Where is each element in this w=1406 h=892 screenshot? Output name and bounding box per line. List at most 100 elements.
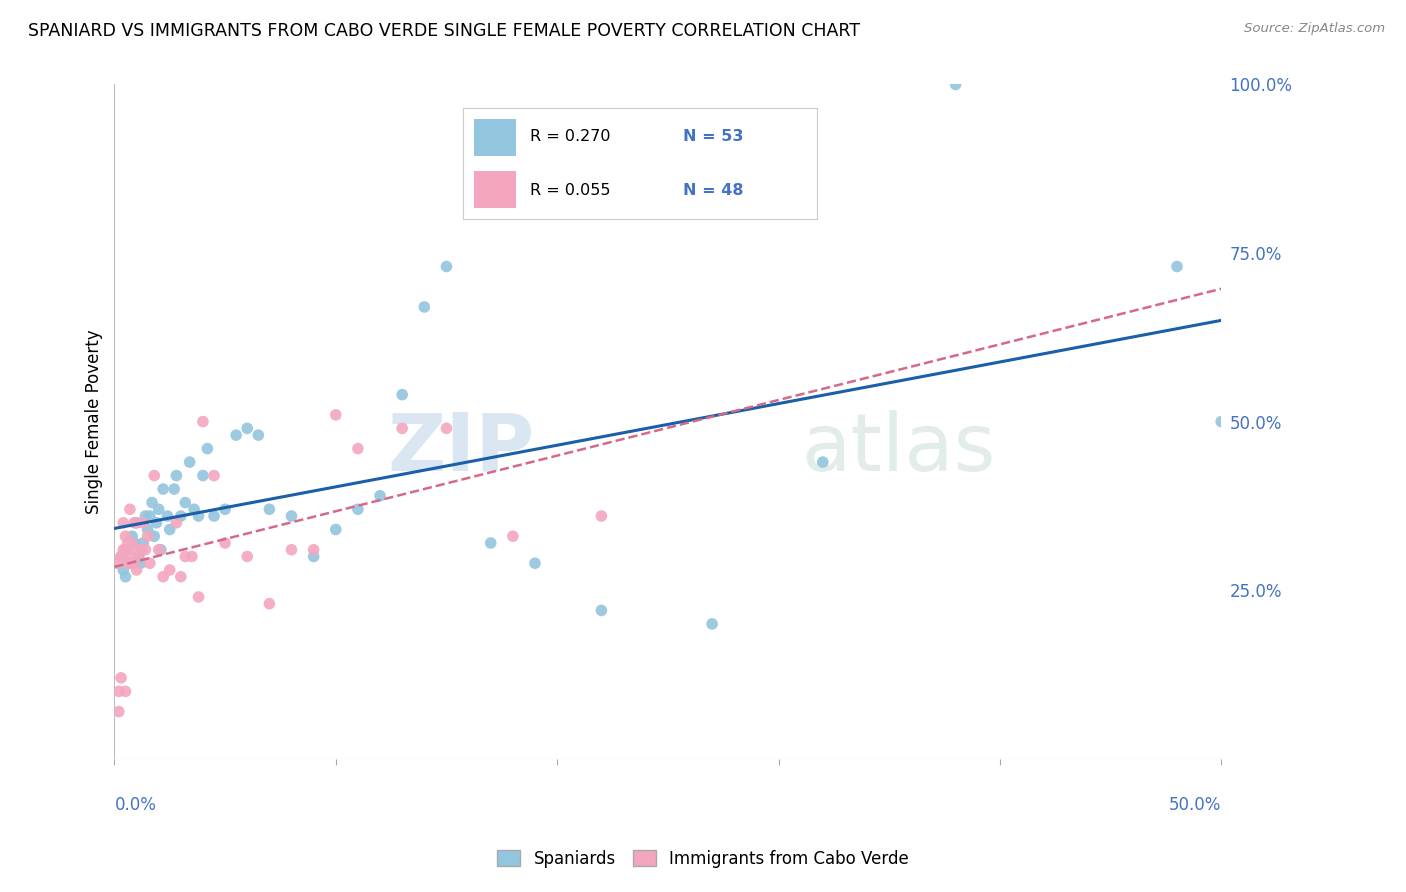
Point	[159, 563, 181, 577]
Point	[139, 508, 162, 523]
Point	[700, 616, 723, 631]
Point	[121, 529, 143, 543]
Point	[124, 536, 146, 550]
Legend: Spaniards, Immigrants from Cabo Verde: Spaniards, Immigrants from Cabo Verde	[491, 844, 915, 875]
Text: Source: ZipAtlas.com: Source: ZipAtlas.com	[1244, 22, 1385, 36]
Point	[121, 536, 143, 550]
Point	[163, 482, 186, 496]
Point	[811, 455, 834, 469]
Point	[143, 468, 166, 483]
Point	[114, 529, 136, 543]
Point	[302, 542, 325, 557]
Point	[280, 508, 302, 523]
Point	[114, 570, 136, 584]
Point	[124, 542, 146, 557]
Point	[1166, 260, 1188, 274]
Point	[165, 516, 187, 530]
Point	[112, 516, 135, 530]
Point	[214, 536, 236, 550]
Point	[118, 502, 141, 516]
Point	[347, 502, 370, 516]
Point	[143, 529, 166, 543]
Point	[591, 603, 613, 617]
Point	[174, 495, 197, 509]
Point	[117, 556, 139, 570]
Point	[187, 508, 209, 523]
Point	[129, 542, 152, 557]
Point	[121, 556, 143, 570]
Point	[148, 502, 170, 516]
Point	[524, 556, 547, 570]
Point	[591, 508, 613, 523]
Point	[141, 495, 163, 509]
Point	[197, 442, 219, 456]
Point	[302, 549, 325, 564]
Point	[325, 523, 347, 537]
Point	[110, 671, 132, 685]
Point	[134, 508, 156, 523]
Point	[110, 549, 132, 564]
Point	[145, 516, 167, 530]
Point	[105, 556, 128, 570]
Text: SPANIARD VS IMMIGRANTS FROM CABO VERDE SINGLE FEMALE POVERTY CORRELATION CHART: SPANIARD VS IMMIGRANTS FROM CABO VERDE S…	[28, 22, 860, 40]
Point	[202, 508, 225, 523]
Point	[191, 415, 214, 429]
Point	[436, 421, 458, 435]
Point	[247, 428, 270, 442]
Point	[325, 408, 347, 422]
Point	[112, 563, 135, 577]
Point	[132, 536, 155, 550]
Point	[945, 78, 967, 92]
Point	[259, 597, 281, 611]
Point	[128, 549, 150, 564]
Point	[132, 516, 155, 530]
Point	[368, 489, 391, 503]
Point	[202, 468, 225, 483]
Point	[347, 442, 370, 456]
Point	[502, 529, 524, 543]
Point	[214, 502, 236, 516]
Point	[149, 542, 172, 557]
Point	[183, 502, 205, 516]
Y-axis label: Single Female Poverty: Single Female Poverty	[86, 329, 103, 514]
Point	[191, 468, 214, 483]
Point	[280, 542, 302, 557]
Point	[1211, 415, 1233, 429]
Point	[108, 705, 131, 719]
Point	[391, 387, 413, 401]
Point	[391, 421, 413, 435]
Point	[134, 542, 156, 557]
Point	[124, 516, 146, 530]
Point	[170, 508, 193, 523]
Point	[187, 590, 209, 604]
Point	[413, 300, 436, 314]
Point	[117, 536, 139, 550]
Point	[165, 468, 187, 483]
Point	[112, 542, 135, 557]
Point	[118, 556, 141, 570]
Point	[225, 428, 247, 442]
Point	[108, 684, 131, 698]
Point	[436, 260, 458, 274]
Point	[128, 549, 150, 564]
Point	[152, 570, 174, 584]
Point	[118, 549, 141, 564]
Point	[156, 508, 179, 523]
Point	[479, 536, 502, 550]
Point	[236, 421, 259, 435]
Point	[152, 482, 174, 496]
Point	[139, 556, 162, 570]
Point	[159, 523, 181, 537]
Point	[180, 549, 202, 564]
Point	[179, 455, 201, 469]
Point	[110, 549, 132, 564]
Text: atlas: atlas	[800, 409, 995, 488]
Point	[136, 529, 159, 543]
Point	[125, 563, 148, 577]
Point	[174, 549, 197, 564]
Point	[259, 502, 281, 516]
Point	[114, 684, 136, 698]
Point	[148, 542, 170, 557]
Point	[117, 542, 139, 557]
Point	[236, 549, 259, 564]
